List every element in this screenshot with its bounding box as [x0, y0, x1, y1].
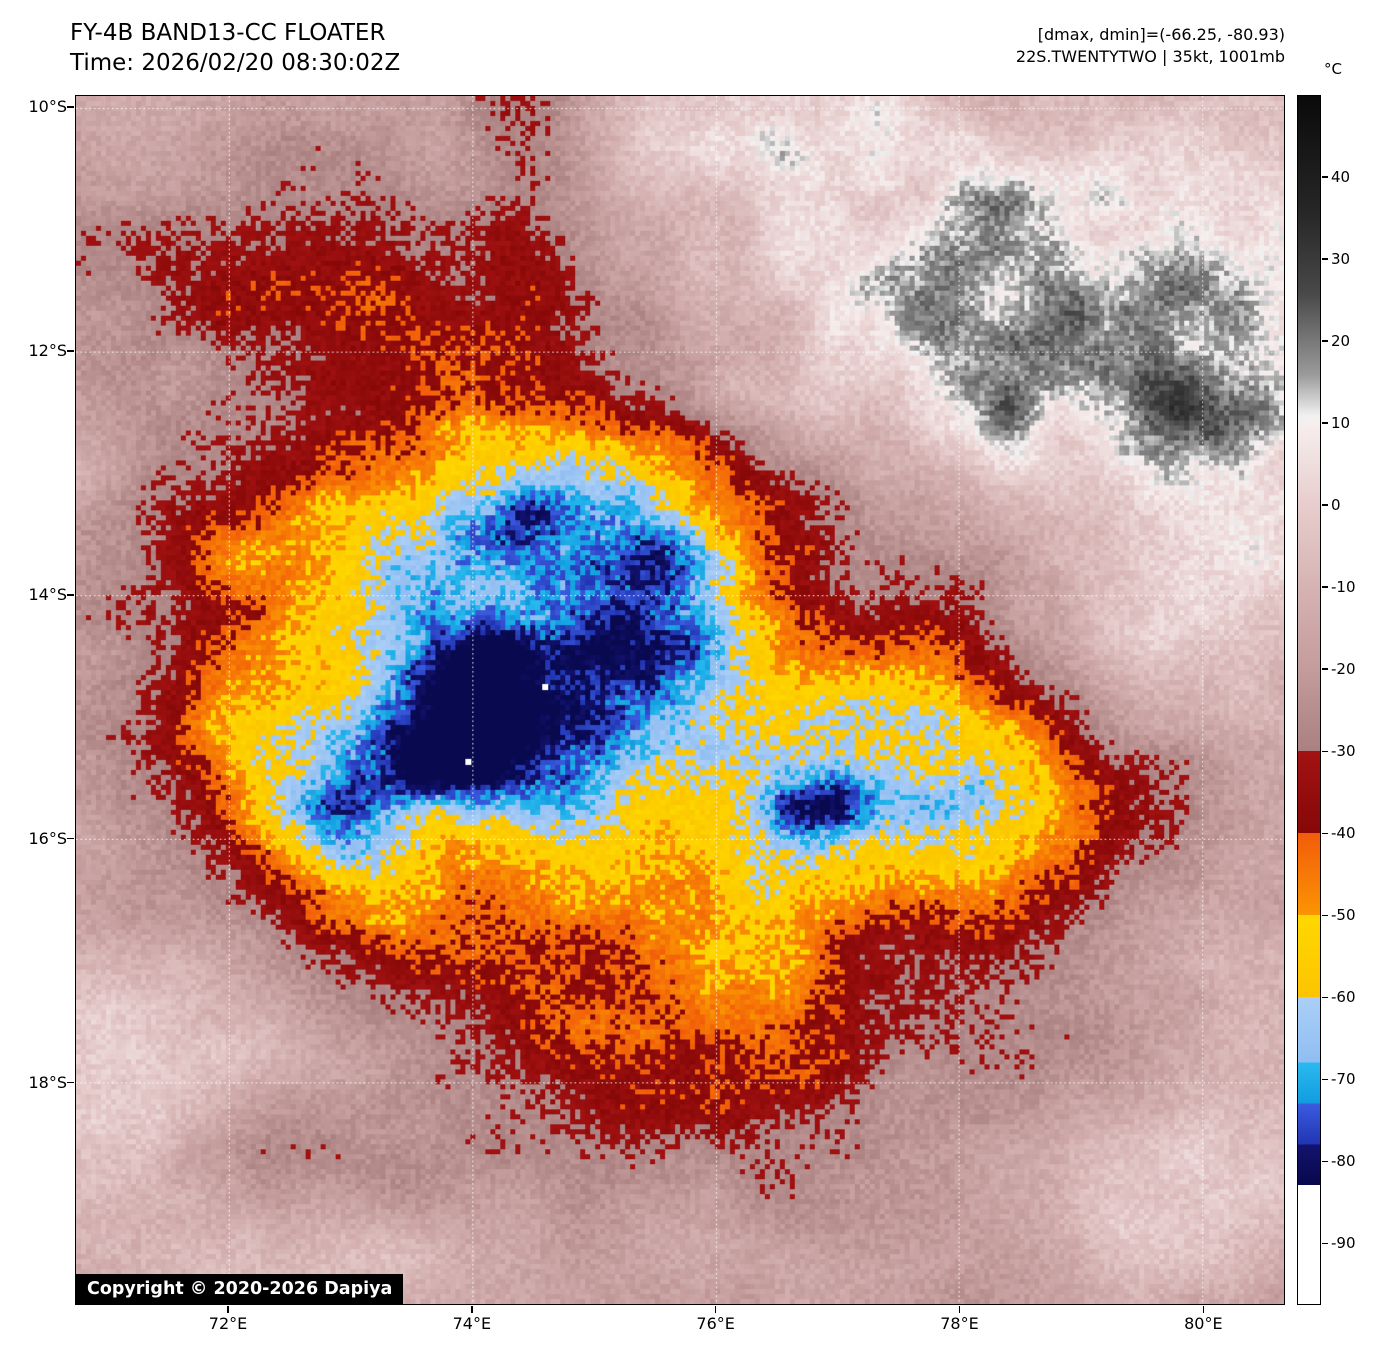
- colorbar-unit-label: °C: [1324, 60, 1342, 78]
- y-axis-tickmark: [67, 1081, 74, 1084]
- satellite-image-canvas: [76, 96, 1284, 1304]
- y-axis-tickmark: [67, 350, 74, 352]
- x-axis-tick-label: 78°E: [940, 1314, 979, 1333]
- image-timestamp: Time: 2026/02/20 08:30:02Z: [70, 50, 401, 76]
- colorbar-tickmark: [1322, 504, 1328, 506]
- page-title: FY-4B BAND13-CC FLOATER: [70, 20, 386, 46]
- colorbar-tickmark: [1322, 668, 1328, 670]
- colorbar-tick-label: 20: [1331, 332, 1351, 351]
- x-axis-tickmark: [471, 1306, 473, 1313]
- y-axis-tick-label: 18°S: [28, 1072, 67, 1092]
- x-axis-tickmark: [1202, 1306, 1205, 1313]
- y-axis-tickmark: [67, 106, 74, 108]
- y-axis-tick-label: 10°S: [28, 96, 67, 116]
- y-axis-tickmark: [67, 594, 74, 596]
- dmax-dmin-annotation: [dmax, dmin]=(-66.25, -80.93): [1037, 25, 1285, 44]
- x-axis-tick-label: 76°E: [696, 1314, 735, 1333]
- colorbar-tick-label: -50: [1331, 906, 1356, 925]
- colorbar-tickmark: [1322, 258, 1328, 260]
- x-axis-tick-label: 80°E: [1184, 1314, 1223, 1333]
- copyright-badge: Copyright © 2020-2026 Dapiya: [76, 1274, 404, 1304]
- x-axis-tick-label: 72°E: [208, 1314, 248, 1333]
- y-axis-tick-label: 14°S: [28, 584, 67, 604]
- x-axis-tickmark: [227, 1306, 229, 1313]
- storm-info-annotation: 22S.TWENTYTWO | 35kt, 1001mb: [1015, 47, 1285, 66]
- temperature-colorbar: [1297, 95, 1321, 1305]
- colorbar-tickmark: [1322, 1078, 1328, 1081]
- x-axis-tickmark: [714, 1306, 717, 1313]
- colorbar-tick-label: 30: [1331, 250, 1351, 269]
- x-axis-tick-label: 74°E: [452, 1314, 492, 1333]
- colorbar-tick-label: 40: [1331, 168, 1351, 187]
- colorbar-tick-label: 10: [1331, 414, 1351, 433]
- colorbar-tick-label: -70: [1331, 1070, 1356, 1089]
- colorbar-tickmark: [1322, 750, 1328, 753]
- annotation-block: [dmax, dmin]=(-66.25, -80.93) 22S.TWENTY…: [1016, 24, 1285, 68]
- y-axis-tick-label: 12°S: [28, 340, 67, 360]
- colorbar-tickmark: [1322, 1160, 1328, 1163]
- colorbar-tickmark: [1322, 586, 1328, 588]
- map-frame: Copyright © 2020-2026 Dapiya: [75, 95, 1285, 1305]
- colorbar-tick-label: -20: [1331, 660, 1356, 679]
- colorbar-tick-label: -90: [1331, 1234, 1356, 1253]
- y-axis-tick-label: 16°S: [28, 828, 67, 848]
- colorbar-tickmark: [1322, 832, 1328, 835]
- y-axis-tickmark: [67, 837, 74, 840]
- colorbar-tickmark: [1322, 996, 1328, 999]
- colorbar-tick-label: -80: [1331, 1152, 1356, 1171]
- colorbar-tick-label: -30: [1331, 742, 1356, 761]
- colorbar-tickmark: [1322, 176, 1328, 178]
- colorbar-tickmark: [1322, 422, 1328, 424]
- colorbar-tick-label: 0: [1331, 496, 1341, 515]
- colorbar-tickmark: [1322, 914, 1328, 917]
- colorbar-tick-label: -40: [1331, 824, 1356, 843]
- colorbar-tickmark: [1322, 340, 1328, 342]
- colorbar-tick-label: -10: [1331, 578, 1356, 597]
- x-axis-tickmark: [958, 1306, 961, 1313]
- colorbar-tickmark: [1322, 1242, 1328, 1245]
- colorbar-tick-label: -60: [1331, 988, 1356, 1007]
